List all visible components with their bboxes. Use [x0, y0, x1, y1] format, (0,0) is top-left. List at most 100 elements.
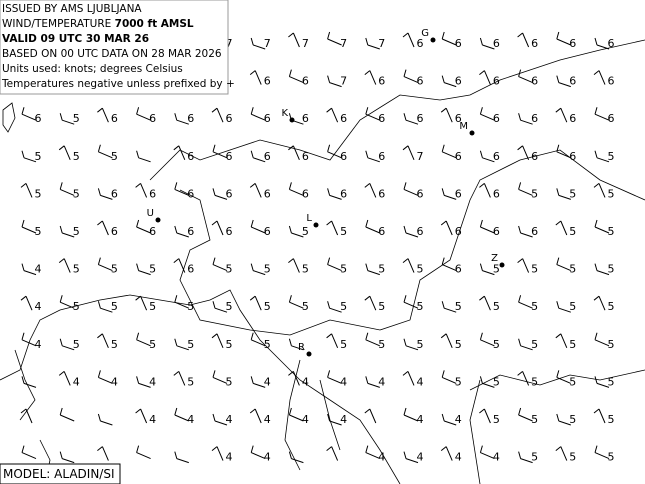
temperature: 5: [569, 263, 576, 276]
temperature: 6: [187, 187, 194, 200]
wind-barb: [21, 332, 37, 347]
wind-barb: [555, 220, 568, 236]
temperature: 5: [378, 300, 385, 313]
wind-barb: [173, 371, 186, 386]
temperature: 6: [455, 112, 462, 125]
wind-barb: [556, 301, 571, 313]
wind-barb: [365, 107, 380, 121]
wind-barb: [556, 257, 571, 272]
temperature: 5: [149, 338, 156, 351]
temperature: 6: [302, 75, 309, 88]
temperature: 6: [569, 75, 576, 88]
temperature: 5: [608, 150, 615, 163]
temperature: 5: [569, 375, 576, 388]
wind-barb: [517, 145, 530, 160]
wind-barb: [556, 188, 571, 200]
temperature: 5: [493, 375, 500, 388]
temperature: 7: [340, 37, 347, 50]
wind-barb: [250, 107, 266, 121]
temperature: 5: [149, 300, 156, 313]
wind-barb: [288, 69, 304, 84]
temperature: 5: [187, 375, 194, 388]
wind-barb: [250, 37, 266, 50]
wind-barb: [479, 107, 495, 121]
wind-barb: [479, 37, 495, 50]
wind-barb: [59, 407, 75, 422]
wind-barb: [250, 376, 266, 388]
temperature: 4: [111, 375, 118, 388]
temperature: 5: [378, 263, 385, 276]
wind-barb: [403, 113, 419, 125]
temperature: 6: [340, 187, 347, 200]
wind-barb: [479, 219, 495, 234]
wind-barb: [59, 113, 75, 125]
temperature: 4: [35, 300, 42, 313]
temperature: 5: [569, 451, 576, 464]
wind-barb: [365, 445, 380, 460]
wind-barb: [59, 338, 75, 351]
temperature: 5: [111, 300, 118, 313]
model-label: MODEL: ALADIN/SI: [3, 467, 115, 481]
temperature: 7: [378, 37, 385, 50]
wind-barb: [556, 144, 571, 159]
temperature: 5: [569, 338, 576, 351]
wind-barb: [327, 144, 342, 159]
temperature: 5: [73, 150, 80, 163]
wind-barb: [326, 333, 339, 348]
temperature: 5: [73, 300, 80, 313]
wind-barb: [21, 263, 37, 276]
wind-barb: [479, 376, 495, 388]
wind-barb: [212, 144, 228, 159]
wind-barb: [556, 413, 571, 426]
wind-barb: [21, 445, 37, 460]
temperature: 6: [378, 187, 385, 200]
wind-barb: [59, 295, 75, 309]
wind-barb: [594, 150, 610, 163]
temperature: 5: [35, 150, 42, 163]
header-line: VALID 09 UTC 30 MAR 26: [2, 33, 149, 45]
city-label: L: [306, 213, 312, 224]
temperature: 4: [35, 338, 42, 351]
city-label: Z: [491, 253, 498, 264]
temperature: 6: [531, 225, 538, 238]
header-line: ISSUED BY AMS LJUBLJANA: [2, 3, 142, 15]
temperature: 7: [340, 75, 347, 88]
wind-barb: [441, 413, 457, 426]
temperature: 6: [149, 187, 156, 200]
wind-barb: [212, 188, 228, 200]
wind-barb: [441, 75, 457, 88]
wind-barb: [97, 370, 113, 384]
temperature: 6: [455, 225, 462, 238]
wind-barb: [288, 295, 304, 309]
wind-barb: [440, 220, 453, 236]
temperature: 6: [378, 75, 385, 88]
temperature: 5: [531, 187, 538, 200]
wind-barb: [21, 376, 37, 388]
wind-barb: [288, 451, 304, 464]
wind-barb: [364, 295, 377, 311]
temperature: 6: [417, 187, 424, 200]
temperature: 6: [35, 112, 42, 125]
wind-barb: [403, 69, 419, 84]
temperature: 5: [455, 375, 462, 388]
wind-barb: [250, 150, 266, 163]
temperature: 6: [264, 187, 271, 200]
temperature: 7: [264, 37, 271, 50]
wind-barb: [327, 257, 342, 272]
temperature: 6: [264, 112, 271, 125]
wind-barb: [97, 413, 113, 426]
wind-barb: [135, 183, 148, 198]
temperature: 6: [455, 263, 462, 276]
temperature: 4: [149, 413, 156, 426]
temperature: 4: [264, 451, 271, 464]
temperature: 6: [531, 150, 538, 163]
temperature: 5: [35, 225, 42, 238]
temperature: 4: [226, 451, 233, 464]
wind-barb: [97, 220, 109, 236]
wind-barb: [174, 113, 189, 125]
cities: G K M U L Z R: [147, 28, 505, 357]
wind-barb: [250, 445, 266, 460]
header-line: 7000 ft AMSL: [115, 18, 194, 30]
temperature: 6: [569, 150, 576, 163]
wind-barb: [518, 451, 533, 464]
